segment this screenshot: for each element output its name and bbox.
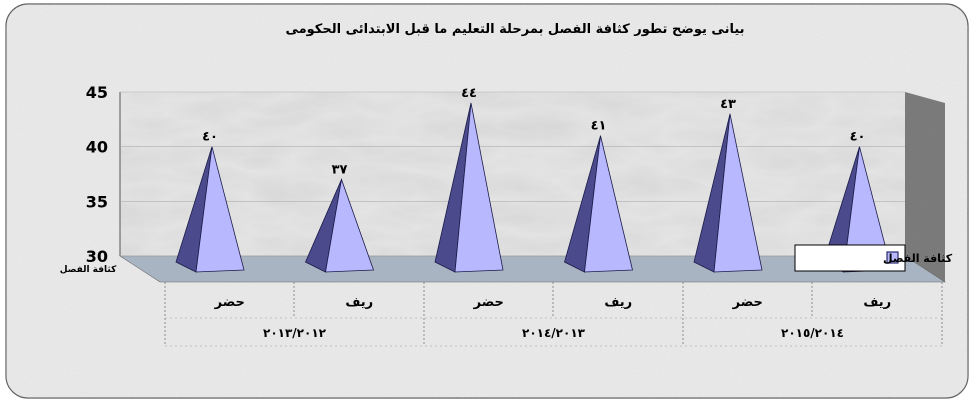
x-category-label: ريف xyxy=(863,295,891,310)
legend-label: كثافة الفصل xyxy=(883,252,953,265)
pyramid-face-light xyxy=(325,177,375,273)
data-label: ٤٠ xyxy=(850,130,866,145)
data-label: ٣٧ xyxy=(332,162,348,177)
pyramid-face-light xyxy=(713,113,763,273)
data-label: ٤١ xyxy=(591,119,607,134)
x-category-label: حضر xyxy=(732,295,763,310)
gridlines xyxy=(120,91,905,257)
legend: كثافة الفصل xyxy=(794,244,953,272)
pyramid-face-light xyxy=(584,135,634,273)
x-category-label: حضر xyxy=(473,295,504,310)
y-tick-label: 30 xyxy=(86,247,108,266)
y-tick-label: 35 xyxy=(86,192,108,211)
x-category-label: ريف xyxy=(604,295,632,310)
data-label: ٤٤ xyxy=(461,86,477,101)
chart-title: بيانى يوضح تطور كثافة الفصل بمرحلة التعل… xyxy=(285,22,744,37)
x-category-label: ريف xyxy=(345,295,373,310)
pyramid-bar xyxy=(693,113,763,273)
pyramid-face-light xyxy=(195,146,245,273)
y-tick-label: 45 xyxy=(86,83,108,102)
x-group-label: ٢٠١٣/٢٠١٢ xyxy=(263,326,327,340)
data-label: ٤٣ xyxy=(720,97,736,112)
pyramid-face-light xyxy=(454,102,504,273)
pyramid-bar xyxy=(304,177,375,273)
x-category-label: حضر xyxy=(214,295,245,310)
pyramid-bar xyxy=(564,135,634,273)
x-axis-table xyxy=(164,282,943,347)
x-group-labels: ٢٠١٣/٢٠١٢ ٢٠١٤/٢٠١٣ ٢٠١٥/٢٠١٤ xyxy=(263,326,844,340)
pyramid-bar xyxy=(175,146,245,273)
pyramid-bars xyxy=(175,102,893,273)
x-group-label: ٢٠١٥/٢٠١٤ xyxy=(781,326,844,340)
data-labels: ٤٠ ٣٧ ٤٤ ٤١ ٤٣ ٤٠ xyxy=(202,86,865,178)
legend-swatch xyxy=(886,251,899,264)
y-tick-labels: 30 35 40 45 xyxy=(86,83,108,266)
y-tick-label: 40 xyxy=(86,138,108,157)
pyramid-bar xyxy=(434,102,504,273)
y-axis-label: كثافة الفصل xyxy=(60,265,117,275)
x-category-labels: حضر ريف حضر ريف حضر ريف xyxy=(214,295,892,310)
data-label: ٤٠ xyxy=(202,130,218,145)
x-group-label: ٢٠١٤/٢٠١٣ xyxy=(522,326,586,340)
